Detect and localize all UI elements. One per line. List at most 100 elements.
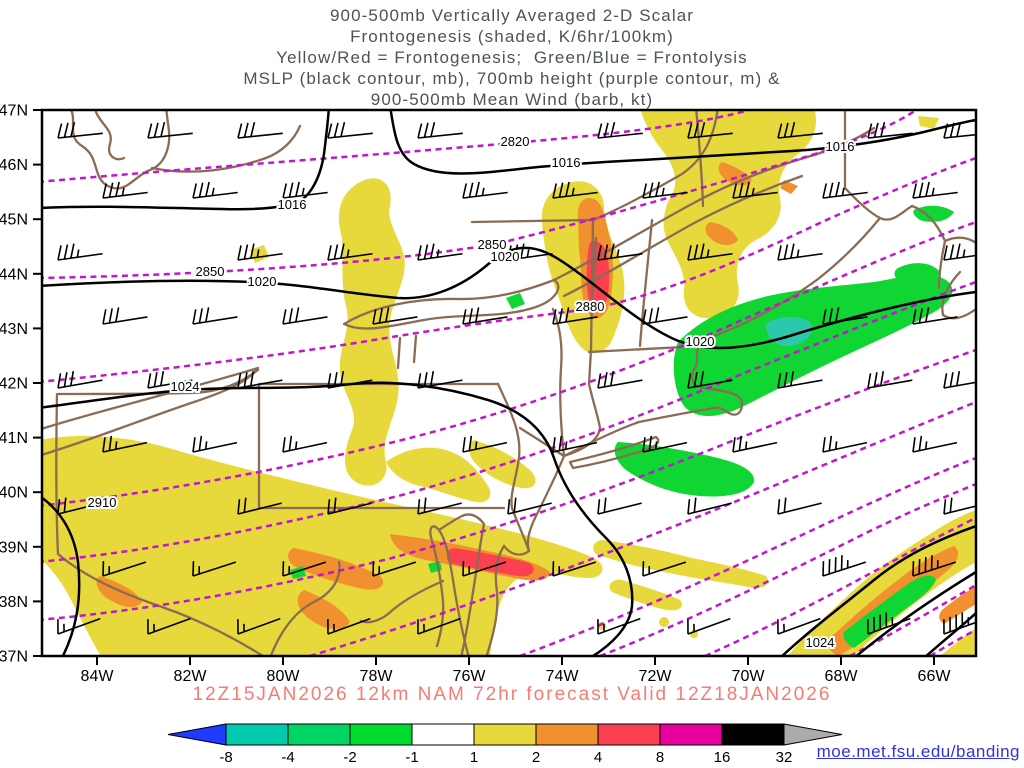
wind-barb (943, 122, 976, 139)
wind-barb (57, 122, 103, 139)
lat-axis-label: 41N (0, 430, 28, 447)
wind-barb (597, 497, 642, 515)
colorbar-segment (659, 723, 723, 746)
lon-axis-label: 82W (174, 668, 208, 685)
contour-label-layer: 1016 1016 1016 1020 1020 1020 1024 1024 2820 2850… (86, 132, 857, 652)
colorbar-tick-label: 8 (656, 749, 664, 766)
wind-barb (597, 243, 643, 261)
wind-barb (147, 370, 193, 389)
wind-barb (777, 243, 823, 261)
mslp-contour-label: 1024 (806, 635, 835, 650)
wind-barb (327, 243, 373, 261)
lon-axis-label: 66W (918, 668, 952, 685)
wind-barb (462, 561, 507, 577)
wind-barb (642, 435, 688, 453)
wind-barb (777, 370, 823, 389)
wind-barb (237, 243, 283, 261)
lat-axis-label: 42N (0, 376, 28, 393)
wind-barb (462, 307, 508, 325)
lat-axis-label: 45N (0, 212, 28, 229)
map-canvas: 1016 1016 1016 1020 1020 1020 1024 1024 2820 2850… (0, 103, 978, 685)
wind-barb (777, 617, 821, 635)
mslp-contour-label: 1020 (248, 274, 277, 289)
wind-barb-layer (57, 122, 976, 635)
lon-axis-label: 70W (732, 668, 766, 685)
site-link[interactable]: moe.met.fsu.edu/banding (816, 742, 1020, 761)
wind-barb (642, 181, 688, 199)
colorbar-left-arrow (167, 723, 227, 746)
wind-barb (237, 122, 283, 139)
wind-barb (867, 370, 913, 389)
wind-barb (912, 307, 958, 325)
wind-barb (822, 435, 868, 453)
wind-barb (462, 181, 508, 199)
wind-barb (943, 612, 976, 635)
frontogenesis-shading-layer (42, 110, 976, 656)
wind-barb (777, 497, 822, 515)
wind-barb (597, 370, 643, 389)
wind-barb (462, 435, 508, 453)
colorbar-segment (287, 723, 351, 746)
wind-barb (597, 122, 643, 139)
wind-barb (57, 370, 103, 389)
wind-barb (777, 122, 823, 139)
lat-axis-label: 38N (0, 594, 28, 611)
axes-layer: 47N 46N 45N 44N 43N 42N 41N 40N 39N 38N 37N 84W 82W 8… (0, 103, 951, 686)
title-line-3: Yellow/Red = Frontogenesis; Green/Blue =… (276, 48, 748, 67)
wind-barb (417, 243, 463, 261)
wind-barb (597, 617, 641, 635)
colorbar-segment (535, 723, 599, 746)
colorbar: -8 -4 -2 -1 1 2 4 8 16 32 (160, 718, 860, 768)
mslp-contour-label: 1016 (552, 155, 581, 170)
title-line-1: 900-500mb Vertically Averaged 2-D Scalar (329, 6, 695, 25)
wind-barb (732, 181, 778, 199)
wind-barb (552, 307, 598, 325)
wind-barb (417, 497, 462, 515)
wind-barb (507, 243, 553, 261)
lat-axis-label: 44N (0, 266, 28, 283)
lon-axis-label: 80W (267, 668, 301, 685)
wind-barb (57, 617, 101, 635)
wind-barb (147, 617, 191, 635)
colorbar-segment (349, 723, 413, 746)
wind-barb (102, 435, 148, 453)
wind-barb (282, 435, 328, 453)
wind-barb (507, 497, 552, 515)
colorbar-tick-label: -2 (343, 749, 356, 766)
wind-barb (57, 243, 103, 261)
wind-barb (192, 561, 237, 577)
wind-barb (372, 307, 418, 325)
wind-barb (642, 307, 688, 325)
wind-barb (282, 181, 328, 199)
wind-barb (687, 617, 731, 635)
wind-barb (192, 307, 238, 325)
colorbar-tick-label: 1 (470, 749, 478, 766)
mslp-contour-label: 1020 (686, 334, 715, 349)
wind-barb (912, 181, 958, 199)
wind-barb (822, 307, 868, 325)
colorbar-tick-label: 32 (776, 749, 793, 766)
wind-barb (912, 555, 957, 577)
title-line-2: Frontogenesis (shaded, K/6hr/100km) (350, 27, 674, 46)
footer-validity-text: 12Z15JAN2026 12km NAM 72hr forecast Vali… (192, 684, 832, 705)
mslp-contour-label: 1024 (171, 379, 200, 394)
mslp-contour-label: 1020 (491, 249, 520, 264)
height-contour-label: 2850 (196, 264, 225, 279)
wind-barb (552, 561, 597, 577)
wind-barb (102, 181, 148, 199)
mslp-contour-label: 1016 (278, 197, 307, 212)
wind-barb (943, 497, 976, 515)
colorbar-segment (473, 723, 537, 746)
colorbar-tick-label: -4 (281, 749, 294, 766)
wind-barb (732, 435, 778, 453)
wind-barb (417, 617, 461, 635)
wind-barb (822, 181, 868, 199)
title-line-4: MSLP (black contour, mb), 700mb height (… (243, 69, 781, 88)
colorbar-tick-label: 16 (714, 749, 731, 766)
wind-barb (867, 122, 913, 139)
lat-axis-label: 37N (0, 649, 28, 666)
wind-barb (687, 122, 733, 139)
wind-barb (912, 435, 958, 453)
lon-axis-label: 84W (81, 668, 115, 685)
map-svg: 1016 1016 1016 1020 1020 1020 1024 1024 2820 2850… (0, 103, 978, 685)
